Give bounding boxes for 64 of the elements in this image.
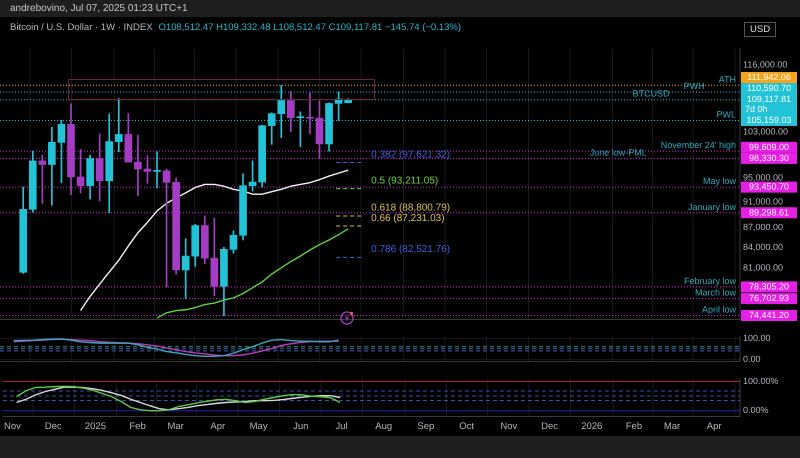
x-tick-label: 2025 xyxy=(84,420,106,432)
ref-line-label: 74,441.20 xyxy=(748,310,790,320)
x-tick-label: Mar xyxy=(664,420,680,432)
ref-line-label: 0.66 (87,231.03) xyxy=(371,212,445,224)
x-tick-label: Mar xyxy=(167,420,184,432)
text: 7d 0h xyxy=(745,104,768,114)
x-tick-label: Dec xyxy=(44,420,62,432)
annotation: April low xyxy=(702,304,736,314)
y-axis-title: USD xyxy=(744,22,776,37)
x-tick-label: Jul xyxy=(335,420,348,432)
annotation: November 24' high xyxy=(660,140,736,150)
x-tick-label: Nov xyxy=(4,420,22,432)
x-tick-label: Dec xyxy=(541,420,558,432)
y-tick-label: 0.00% xyxy=(743,405,769,416)
ref-line-label: 105,159.03 xyxy=(746,115,792,126)
annotation: PWL xyxy=(716,110,736,120)
y-tick-label: 103,000.00 xyxy=(743,126,788,137)
ref-line-label: 0.618 (88,800.79) xyxy=(371,202,450,214)
y-tick-label: 0.00 xyxy=(743,354,761,364)
x-tick-label: Apr xyxy=(210,420,226,432)
x-tick-label: 2026 xyxy=(581,420,602,432)
ref-line-label: 0.382 (97,621.32) xyxy=(371,149,450,160)
ref-line-label: 111,942.06 xyxy=(747,72,791,82)
annotation: March low xyxy=(694,288,736,298)
ref-line-label: 89,298.61 xyxy=(748,207,790,218)
annotation: January low xyxy=(688,202,736,212)
candlestick xyxy=(162,168,170,288)
x-tick-label: Apr xyxy=(706,420,722,432)
chart-title: Bitcoin / U.S. Dollar · 1W · INDEX xyxy=(10,22,153,33)
x-tick-label: Sep xyxy=(417,420,434,432)
ref-line-label: 99,609.00 xyxy=(748,142,790,152)
y-tick-label: 81,000.00 xyxy=(743,262,784,272)
ref-line-label: 93,450.70 xyxy=(748,182,790,192)
ref-line-label: 78,305.20 xyxy=(748,281,790,292)
candlestick xyxy=(144,155,152,184)
x-tick-label: Feb xyxy=(129,420,146,432)
y-tick-label: 84,000.00 xyxy=(743,242,784,252)
x-tick-label: May xyxy=(250,420,268,432)
y-tick-label: 91,000.00 xyxy=(743,196,784,207)
text: andrebovino, Jul 07, 2025 01:23 UTC+1 xyxy=(10,3,188,14)
ref-line-label: 0.786 (82,521.76) xyxy=(371,244,450,256)
y-tick-label: 100.00% xyxy=(743,376,779,386)
annotation: June low-PML xyxy=(590,147,647,158)
x-tick-label: Nov xyxy=(500,420,518,432)
annotation: ATH xyxy=(718,74,736,84)
annotation: May low xyxy=(702,176,736,186)
x-tick-label: Jun xyxy=(293,420,308,432)
chart-subtitle: O108,512.47 H109,332.48 L108,512.47 C109,117.81 −145.74 (−0.13%) xyxy=(158,22,462,33)
x-tick-label: Feb xyxy=(626,420,642,432)
annotation: February low xyxy=(684,276,736,286)
x-tick-label: Oct xyxy=(459,420,474,432)
x-tick-label: Aug xyxy=(375,420,392,432)
ref-line-label: 0.5 (93,211.05) xyxy=(371,175,438,186)
y-tick-label: 116,000.00 xyxy=(743,60,788,70)
y-tick-label: 100.00 xyxy=(743,332,771,343)
ref-line-label: 110,590.70 xyxy=(746,83,792,94)
ref-line-label: 109,117.81 xyxy=(746,94,792,104)
annotation: BTCUSD xyxy=(632,88,670,99)
y-tick-label: 95,000.00 xyxy=(743,172,784,182)
annotation: PWH xyxy=(684,81,705,92)
y-tick-label: 87,000.00 xyxy=(743,222,784,232)
ref-line-label: 98,330.30 xyxy=(748,152,790,163)
candlestick xyxy=(153,151,161,188)
ref-line-label: 76,702.93 xyxy=(748,293,790,304)
